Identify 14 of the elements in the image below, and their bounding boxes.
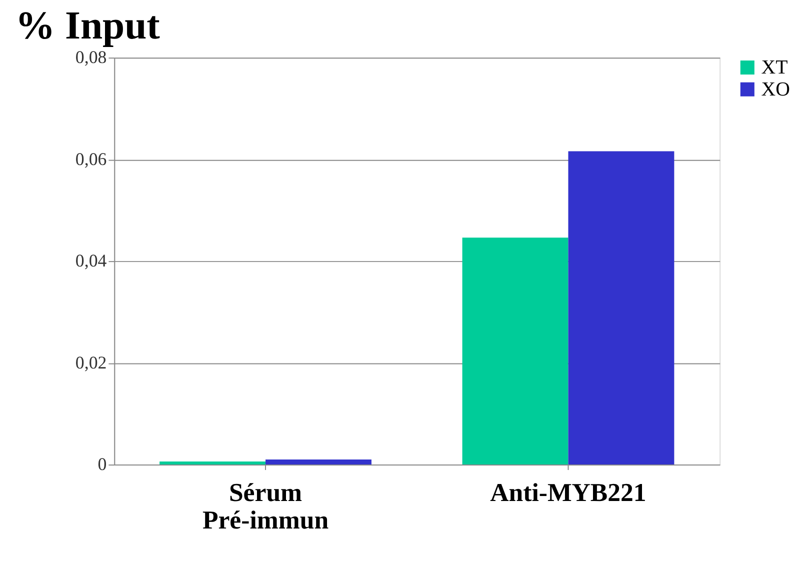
y-tick-label: 0,02 xyxy=(75,352,107,372)
y-tick-label: 0,04 xyxy=(75,250,107,271)
y-tick-label: 0,06 xyxy=(75,148,107,169)
x-tick-label: Anti-MYB221 xyxy=(490,478,646,507)
bar xyxy=(160,461,266,465)
y-tick-label: 0,08 xyxy=(75,47,107,68)
bar xyxy=(266,459,372,465)
y-tick-label: 0 xyxy=(98,454,107,474)
legend-label: XO xyxy=(761,78,790,100)
legend-label: XT xyxy=(761,56,788,78)
chart-title: % Input xyxy=(15,4,161,48)
bar xyxy=(462,238,568,465)
x-tick-label: Sérum Pré-immun xyxy=(202,478,329,535)
bar xyxy=(568,151,674,465)
